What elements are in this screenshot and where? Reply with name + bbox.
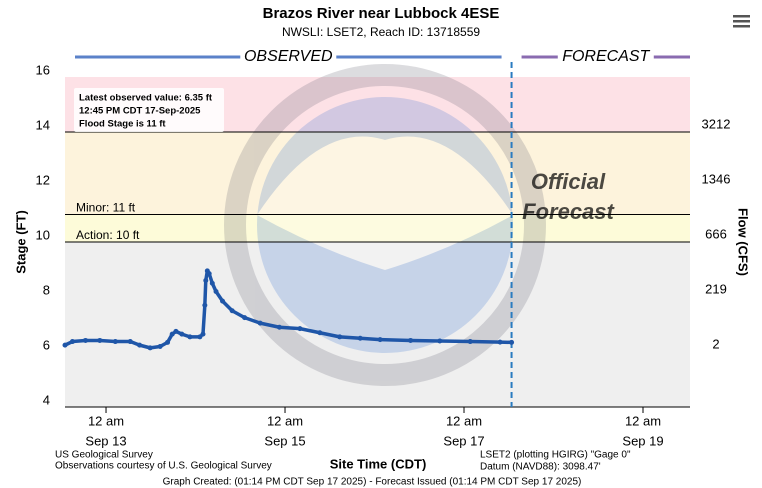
y-axis-label: Stage (FT) — [13, 210, 28, 274]
data-point — [147, 345, 153, 351]
data-point — [97, 337, 103, 343]
y-tick-label: 4 — [43, 392, 50, 407]
threshold-label: Action: 10 ft — [76, 228, 140, 242]
y-tick-label: 16 — [36, 62, 50, 77]
info-text: 12:45 PM CDT 17-Sep-2025 — [79, 106, 201, 117]
data-point — [203, 278, 209, 283]
chart-subtitle: NWSLI: LSET2, Reach ID: 13718559 — [282, 25, 480, 39]
y-tick-label: 10 — [36, 227, 50, 242]
data-point — [112, 339, 118, 345]
data-point — [206, 271, 212, 277]
x-tick-date: Sep 15 — [264, 433, 305, 448]
footer-source: US Geological Survey — [55, 450, 153, 461]
menu-bar[interactable] — [733, 25, 750, 28]
footer-gage: LSET2 (plotting HGIRG) "Gage 0" — [480, 450, 631, 461]
data-point — [357, 335, 363, 341]
observed-label: OBSERVED — [244, 48, 333, 65]
y-tick-label: 8 — [43, 282, 50, 297]
y-tick-label: 6 — [43, 337, 50, 352]
chart-title: Brazos River near Lubbock 4ESE — [263, 5, 500, 22]
footer-datum: Datum (NAVD88): 3098.47' — [480, 462, 601, 473]
data-point — [337, 334, 343, 340]
y-tick-label: 14 — [36, 117, 50, 132]
x-tick-date: Sep 13 — [85, 433, 126, 448]
x-tick-label: 12 am — [625, 413, 661, 428]
watermark-globe — [257, 97, 513, 353]
data-point — [467, 339, 473, 345]
flood-band — [65, 214, 690, 242]
official-forecast-watermark: Official — [531, 169, 606, 194]
data-point — [437, 338, 443, 344]
menu-bar[interactable] — [733, 15, 750, 18]
data-point — [276, 324, 282, 330]
flood-band — [65, 132, 690, 215]
watermark-bird — [257, 136, 513, 270]
x-tick-date: Sep 17 — [443, 433, 484, 448]
data-point — [257, 320, 263, 326]
data-point — [209, 280, 215, 286]
data-point — [187, 334, 193, 340]
data-point — [509, 339, 515, 345]
forecast-label-bg — [557, 48, 654, 66]
data-point — [220, 298, 226, 304]
info-text: Latest observed value: 6.35 ft — [79, 93, 213, 104]
flood-band — [65, 242, 690, 407]
data-point — [317, 330, 323, 336]
data-point — [497, 339, 503, 345]
data-point — [169, 331, 175, 337]
data-point — [202, 302, 208, 308]
y2-tick-label: 219 — [705, 281, 727, 296]
y2-tick-label: 3212 — [702, 116, 731, 131]
forecast-label: FORECAST — [562, 48, 650, 65]
data-point — [173, 328, 179, 334]
data-point — [62, 342, 68, 348]
data-point — [229, 308, 235, 314]
x-tick-label: 12 am — [446, 413, 482, 428]
info-text: Flood Stage is 11 ft — [79, 119, 166, 130]
data-point — [127, 339, 133, 345]
data-point — [69, 339, 75, 345]
data-point — [242, 315, 248, 321]
footer: Graph Created: (01:14 PM CDT Sep 17 2025… — [163, 477, 582, 488]
noaa-watermark — [224, 64, 546, 386]
menu-icon[interactable] — [733, 15, 750, 28]
data-point — [157, 344, 163, 349]
y2-tick-label: 666 — [705, 226, 727, 241]
data-point — [83, 337, 89, 343]
data-point — [165, 339, 171, 345]
x-tick-label: 12 am — [267, 413, 303, 428]
data-point — [137, 342, 143, 348]
footer-source: Observations courtesy of U.S. Geological… — [55, 461, 272, 472]
observed-label-bg — [240, 48, 337, 66]
x-axis-label: Site Time (CDT) — [330, 456, 427, 471]
y-tick-label: 12 — [36, 172, 50, 187]
y2-tick-label: 1346 — [702, 171, 731, 186]
data-point — [377, 337, 383, 343]
y2-axis-label: Flow (CFS) — [736, 208, 751, 276]
data-point — [200, 331, 206, 337]
x-tick-label: 12 am — [88, 413, 124, 428]
official-forecast-watermark: Forecast — [522, 199, 615, 224]
menu-bar[interactable] — [733, 20, 750, 23]
data-point — [408, 337, 414, 343]
data-point — [213, 289, 219, 294]
info-box — [74, 88, 224, 132]
threshold-label: Minor: 11 ft — [76, 201, 136, 215]
y2-tick-label: 2 — [712, 336, 719, 351]
watermark-ring — [224, 64, 546, 386]
data-point — [179, 331, 185, 337]
x-tick-date: Sep 19 — [622, 433, 663, 448]
data-point — [297, 326, 303, 332]
